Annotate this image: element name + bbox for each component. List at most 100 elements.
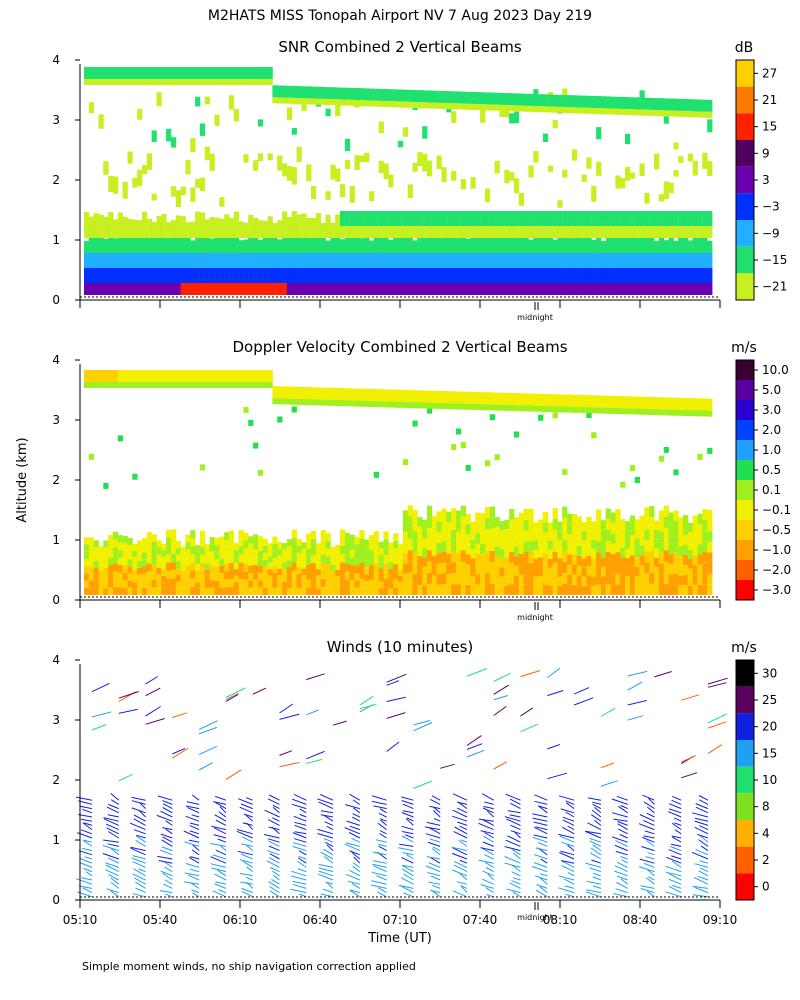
heatmap-cell	[456, 428, 462, 435]
wind-barb	[558, 795, 575, 801]
heatmap-cell	[456, 510, 462, 522]
heatmap-cell	[451, 529, 457, 541]
colorbar-swatch	[736, 460, 754, 480]
heatmap-cell	[344, 160, 351, 169]
heatmap-cell	[456, 521, 462, 532]
wind-barb	[346, 820, 360, 826]
wind-barb	[562, 819, 575, 826]
wind-barb	[620, 878, 629, 885]
heatmap-cell	[451, 283, 457, 295]
wind-barb	[242, 836, 253, 843]
wind-barb	[478, 822, 494, 831]
heatmap-cell	[649, 218, 655, 238]
heatmap-cell	[654, 98, 660, 111]
heatmap-cell	[282, 85, 288, 98]
heatmap-cell	[412, 90, 418, 102]
heatmap-cell	[349, 388, 355, 401]
heatmap-cell	[562, 283, 568, 295]
wind-barb	[483, 835, 494, 843]
heatmap-cell	[475, 564, 481, 575]
wind-barb	[592, 803, 602, 810]
heatmap-cell	[383, 268, 389, 283]
heatmap-cell	[113, 531, 119, 540]
wind-barb	[426, 821, 441, 826]
heatmap-cell	[291, 253, 297, 268]
heatmap-cell	[673, 170, 679, 177]
heatmap-cell	[93, 560, 99, 568]
heatmap-cell	[378, 561, 384, 569]
heatmap-cell	[629, 97, 636, 110]
heatmap-cell	[137, 382, 143, 388]
heatmap-cell	[620, 538, 626, 548]
heatmap-cell	[185, 542, 191, 550]
heatmap-cell	[209, 283, 215, 295]
heatmap-cell	[567, 523, 573, 535]
heatmap-cell	[282, 268, 288, 283]
heatmap-cell	[185, 579, 191, 588]
heatmap-cell	[663, 572, 669, 584]
heatmap-cell	[538, 393, 544, 406]
heatmap-cell	[567, 238, 573, 253]
heatmap-cell	[214, 538, 220, 546]
wind-barb	[533, 821, 548, 826]
heatmap-cell	[219, 253, 225, 268]
wind-barb	[198, 726, 217, 735]
wind-barb	[459, 825, 468, 831]
heatmap-cell	[209, 238, 215, 253]
heatmap-cell	[605, 562, 611, 574]
heatmap-cell	[296, 567, 302, 574]
heatmap-cell	[127, 67, 133, 79]
wind-barb	[681, 694, 700, 701]
heatmap-cell	[465, 268, 471, 283]
heatmap-cell	[538, 283, 544, 295]
heatmap-cell	[262, 581, 268, 588]
heatmap-cell	[673, 521, 679, 532]
heatmap-cell	[113, 67, 119, 79]
wind-barb	[425, 833, 441, 839]
heatmap-cell	[195, 551, 201, 558]
heatmap-cell	[513, 527, 520, 537]
heatmap-cell	[228, 268, 235, 283]
heatmap-cell	[460, 516, 466, 529]
heatmap-cell	[262, 545, 268, 553]
heatmap-cell	[156, 554, 162, 561]
heatmap-cell	[320, 224, 326, 253]
wind-barb	[453, 890, 468, 898]
heatmap-cell	[417, 283, 423, 295]
heatmap-cell	[388, 101, 394, 108]
heatmap-cell	[687, 577, 693, 586]
heatmap-cell	[504, 169, 510, 184]
heatmap-cell	[557, 226, 563, 253]
heatmap-cell	[683, 218, 689, 238]
heatmap-cell	[267, 588, 273, 595]
heatmap-cell	[407, 402, 413, 409]
wind-barb	[264, 809, 280, 818]
heatmap-cell	[161, 543, 167, 551]
heatmap-cell	[349, 572, 355, 580]
heatmap-cell	[219, 283, 225, 295]
heatmap-cell	[523, 405, 529, 412]
heatmap-cell	[171, 529, 177, 538]
heatmap-cell	[277, 239, 283, 253]
heatmap-cell	[509, 283, 515, 295]
heatmap-cell	[383, 579, 389, 587]
heatmap-cell	[383, 389, 389, 402]
heatmap-cell	[402, 563, 408, 574]
heatmap-cell	[204, 563, 210, 570]
heatmap-cell	[678, 98, 684, 111]
heatmap-cell	[354, 253, 360, 268]
heatmap-cell	[615, 268, 621, 283]
wind-barb	[189, 830, 200, 835]
wind-barb	[457, 821, 468, 826]
heatmap-cell	[398, 569, 404, 576]
heatmap-cell	[494, 268, 500, 283]
heatmap-cell	[98, 558, 104, 565]
wind-barb	[82, 822, 93, 831]
wind-barb	[145, 676, 159, 685]
heatmap-cell	[340, 87, 346, 100]
heatmap-cell	[596, 541, 602, 553]
heatmap-cell	[591, 585, 597, 595]
heatmap-cell	[441, 508, 447, 520]
wind-barb	[433, 810, 441, 818]
